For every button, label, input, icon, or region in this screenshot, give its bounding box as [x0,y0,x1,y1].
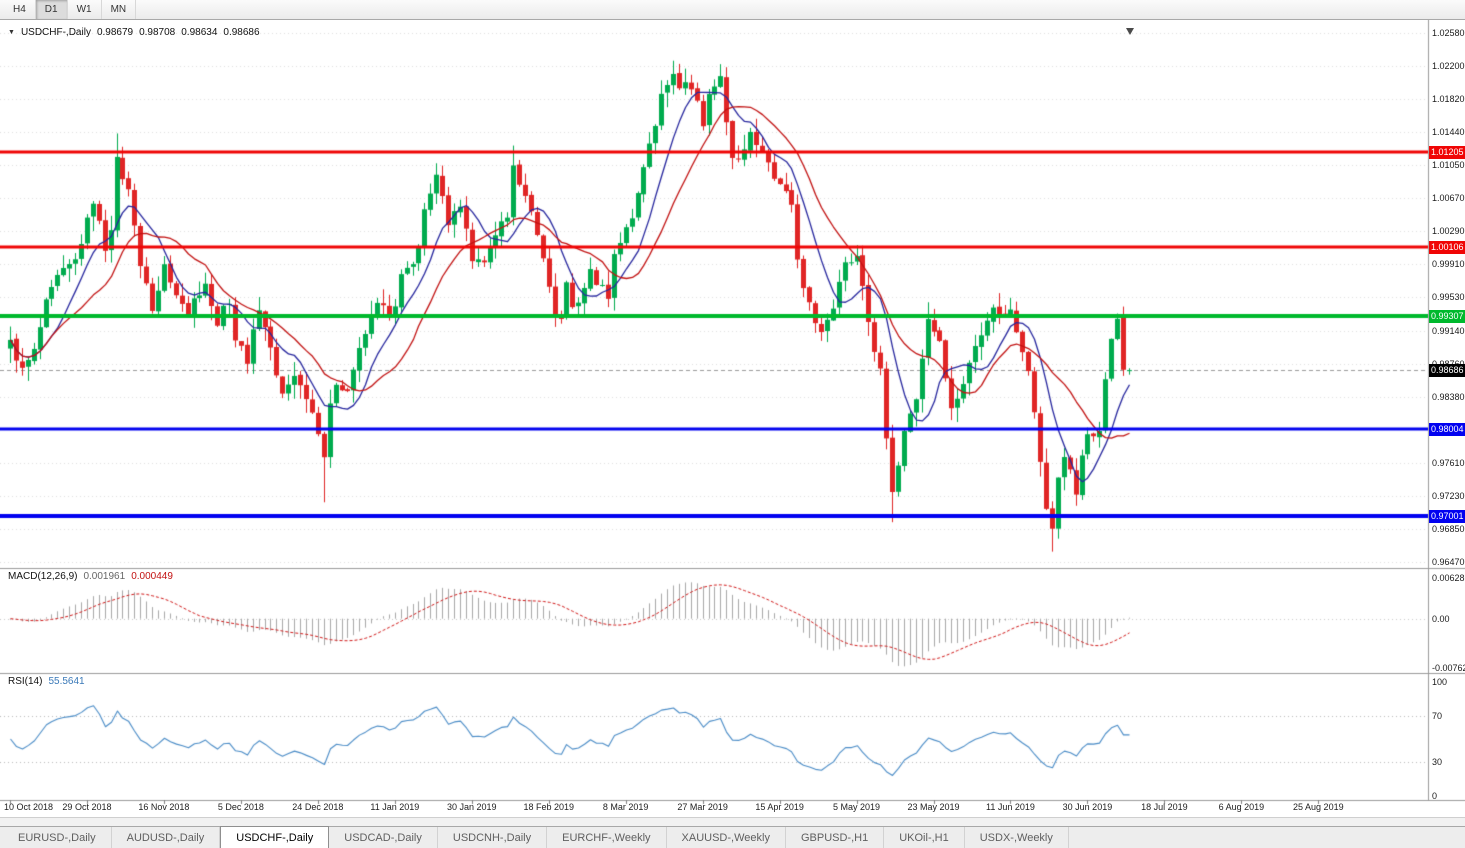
quote-low: 0.98634 [181,27,218,38]
time-axis[interactable]: 10 Oct 2018 29 Oct 2018 16 Nov 2018 5 Dec 2… [0,802,1465,816]
date-label: 15 Apr 2019 [755,802,804,812]
symbol-dropdown-icon: ▼ [8,28,15,36]
date-label: 6 Aug 2019 [1218,802,1265,812]
charts-tab-bar: EURUSD-,Daily AUDUSD-,Daily USDCHF-,Daily U… [0,826,1465,848]
level-price-badge: 1.01205 [1429,146,1465,159]
date-label: 18 Feb 2019 [523,802,574,812]
level-price-badge: 0.98004 [1429,423,1465,436]
chart-tab-eurusd-daily[interactable]: EURUSD-,Daily [3,827,112,848]
chart-shift-marker-icon[interactable] [1126,28,1134,35]
level-price-badge: 1.00106 [1429,241,1465,254]
macd-name: MACD(12,26,9) [8,571,78,582]
date-label: 24 Dec 2018 [292,802,344,812]
date-label: 10 Oct 2018 [4,802,54,812]
chart-tab-eurchf-weekly[interactable]: EURCHF-,Weekly [547,827,667,848]
date-label: 11 Jan 2019 [370,802,420,812]
timeframe-button-mn[interactable]: MN [102,0,137,19]
timeframe-button-w1[interactable]: W1 [68,0,102,19]
date-label: 30 Jan 2019 [446,802,497,812]
chart-tab-usdx-weekly[interactable]: USDX-,Weekly [965,827,1069,848]
macd-indicator-label: MACD(12,26,9) 0.001961 0.000449 [8,571,173,582]
date-label: 11 Jun 2019 [986,802,1035,812]
symbol-period-label: USDCHF-,Daily [20,27,91,38]
chart-tab-audusd-daily[interactable]: AUDUSD-,Daily [112,827,221,848]
date-label: 16 Nov 2018 [138,802,190,812]
rsi-indicator-label: RSI(14) 55.5641 [8,676,85,687]
date-label: 5 Dec 2018 [217,802,264,812]
chart-tab-xauusd-weekly[interactable]: XAUUSD-,Weekly [667,827,786,848]
date-label: 5 May 2019 [833,802,881,812]
date-label: 8 Mar 2019 [602,802,649,812]
horizontal-scrollbar[interactable] [0,817,1465,826]
date-label: 25 Aug 2019 [1293,802,1344,812]
current-price-badge: 0.98686 [1429,364,1465,377]
date-label: 27 Mar 2019 [677,802,728,812]
price-chart-canvas[interactable] [0,20,1465,826]
quote-close: 0.98686 [223,27,260,38]
date-label: 18 Jul 2019 [1141,802,1188,812]
quote-high: 0.98708 [139,27,176,38]
chart-tab-usdchf-daily[interactable]: USDCHF-,Daily [220,826,330,848]
rsi-value: 55.5641 [48,676,85,687]
date-label: 30 Jun 2019 [1062,802,1113,812]
chart-tab-ukoil-h1[interactable]: UKOil-,H1 [884,827,965,848]
chart-tab-usdcad-daily[interactable]: USDCAD-,Daily [329,827,438,848]
date-label: 23 May 2019 [907,802,960,812]
timeframe-bar: H4 D1 W1 MN [0,0,1465,20]
rsi-name: RSI(14) [8,676,43,687]
macd-signal-value: 0.000449 [131,571,173,582]
chart-tab-usdcnh-daily[interactable]: USDCNH-,Daily [438,827,548,848]
chart-window: ▼ USDCHF-,Daily 0.98679 0.98708 0.98634 … [0,20,1465,826]
date-label: 29 Oct 2018 [62,802,112,812]
timeframe-button-h4[interactable]: H4 [4,0,36,19]
quote-open: 0.98679 [96,27,134,38]
macd-main-value: 0.001961 [83,571,126,582]
chart-title: ▼ USDCHF-,Daily 0.98679 0.98708 0.98634 … [8,27,260,38]
timeframe-button-d1[interactable]: D1 [35,0,68,19]
level-price-badge: 0.97001 [1429,510,1465,523]
chart-tab-gbpusd-h1[interactable]: GBPUSD-,H1 [786,827,885,848]
level-price-badge: 0.99307 [1429,310,1465,323]
